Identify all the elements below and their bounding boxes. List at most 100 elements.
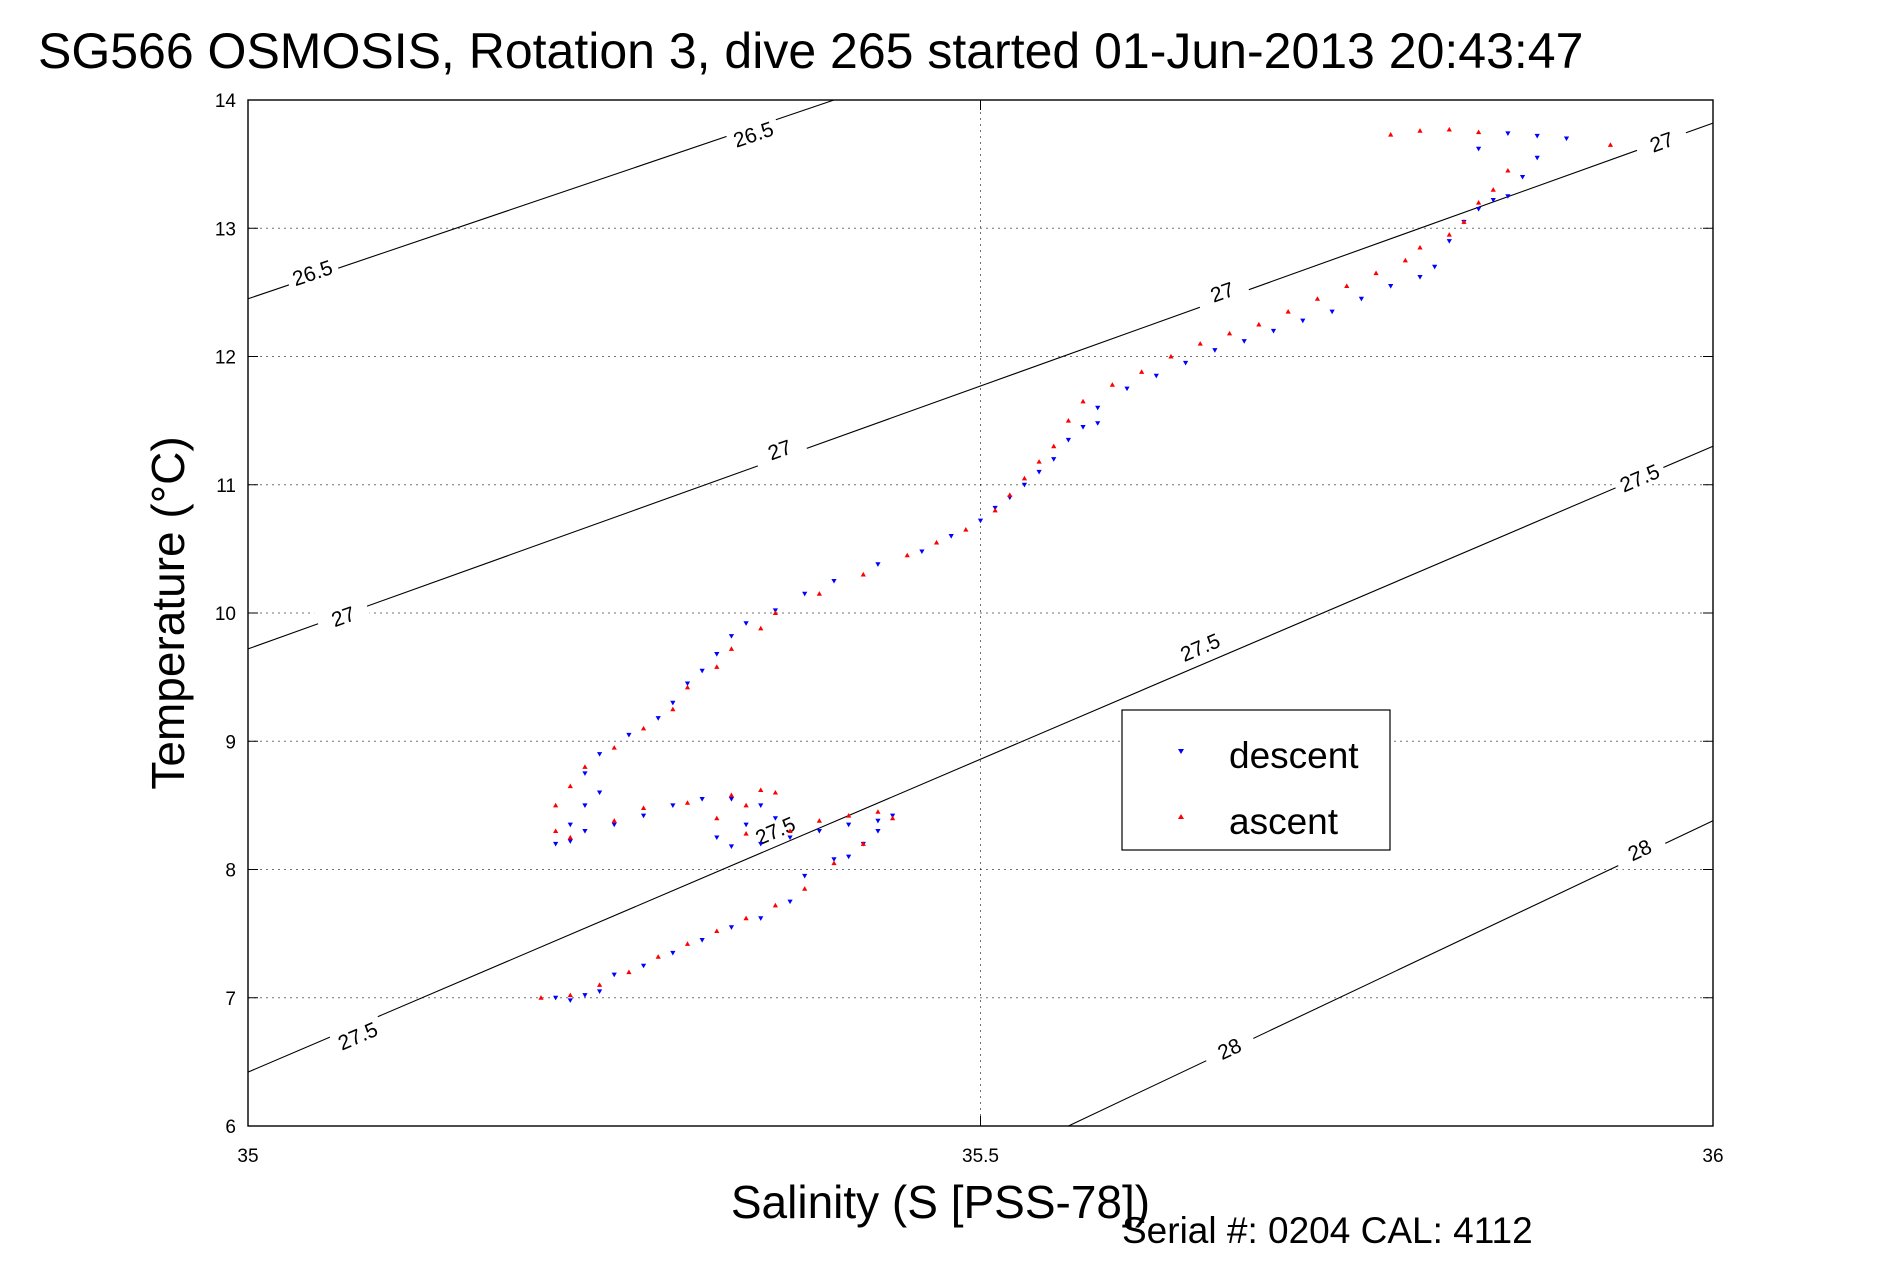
ascent-point bbox=[802, 886, 808, 891]
ascent-point bbox=[1446, 126, 1452, 132]
legend-descent-marker bbox=[1178, 749, 1184, 754]
descent-point bbox=[597, 989, 603, 994]
ascent-point bbox=[1285, 309, 1291, 314]
ascent-point bbox=[728, 646, 735, 651]
descent-point bbox=[758, 841, 764, 847]
chart-title: SG566 OSMOSIS, Rotation 3, dive 265 star… bbox=[38, 23, 1583, 79]
ascent-point bbox=[743, 802, 749, 808]
ascent-point bbox=[1168, 353, 1174, 359]
descent-point bbox=[1329, 309, 1335, 315]
descent-point bbox=[728, 634, 735, 639]
ascent-point bbox=[1036, 459, 1042, 464]
descent-point bbox=[699, 796, 705, 802]
descent-point bbox=[714, 652, 720, 657]
y-tick-label: 9 bbox=[225, 732, 236, 753]
descent-point bbox=[728, 796, 735, 802]
ascent-point bbox=[626, 969, 632, 975]
descent-point bbox=[802, 873, 808, 879]
ascent-point bbox=[684, 941, 691, 946]
ascent-point bbox=[567, 834, 573, 840]
ascent-point bbox=[1080, 398, 1086, 404]
descent-point bbox=[772, 816, 778, 821]
ascent-point bbox=[714, 815, 720, 821]
descent-point bbox=[640, 963, 647, 969]
descent-point bbox=[567, 998, 573, 1003]
ascent-point bbox=[758, 787, 764, 792]
legend-ascent-label: ascent bbox=[1229, 801, 1339, 842]
y-tick-label: 13 bbox=[215, 219, 236, 240]
contour-label-background bbox=[328, 1013, 386, 1056]
ascent-point bbox=[582, 764, 588, 769]
contour-label-background bbox=[1200, 1025, 1258, 1070]
ascent-point bbox=[1490, 187, 1496, 192]
isopycnal-line bbox=[247, 445, 1714, 1073]
contour-label-background bbox=[724, 113, 782, 153]
descent-point bbox=[728, 844, 735, 850]
ascent-point bbox=[890, 815, 896, 821]
axis-ticks: 35 35.5 36 6 7 8 9 10 11 12 13 14 bbox=[215, 91, 1724, 1167]
ascent-point bbox=[1505, 167, 1511, 173]
ascent-point bbox=[1109, 382, 1115, 387]
ascent-point bbox=[933, 539, 940, 545]
descent-point bbox=[919, 549, 925, 555]
descent-point bbox=[875, 562, 881, 567]
descent-point bbox=[1241, 339, 1247, 344]
legend-descent-label: descent bbox=[1229, 735, 1359, 776]
descent-point bbox=[758, 916, 764, 921]
descent-point bbox=[582, 829, 588, 834]
descent-point bbox=[640, 813, 647, 819]
descent-point bbox=[875, 818, 881, 824]
y-tick-label: 14 bbox=[215, 91, 237, 112]
legend: descent ascent bbox=[1121, 709, 1391, 851]
descent-point bbox=[1036, 469, 1042, 475]
descent-point bbox=[1080, 425, 1086, 430]
descent-point bbox=[1065, 437, 1071, 443]
x-tick-label: 35.5 bbox=[962, 1146, 999, 1167]
descent-point bbox=[831, 857, 837, 862]
ascent-point bbox=[758, 625, 764, 631]
legend-ascent-marker bbox=[1178, 814, 1184, 819]
ascent-point bbox=[611, 745, 617, 750]
descent-point bbox=[1021, 482, 1028, 488]
contour-label-background bbox=[745, 807, 804, 851]
descent-point bbox=[699, 938, 705, 943]
descent-point bbox=[1153, 373, 1159, 379]
ascent-point bbox=[1226, 330, 1233, 336]
ascent-point bbox=[772, 610, 778, 615]
series-ascent bbox=[538, 126, 1614, 1000]
descent-point bbox=[948, 534, 954, 539]
descent-point bbox=[846, 854, 852, 860]
descent-point bbox=[1124, 386, 1130, 392]
contour-label-background bbox=[1170, 624, 1229, 668]
descent-point bbox=[553, 995, 559, 1001]
contour-label-background bbox=[1632, 120, 1690, 161]
contour-label-background bbox=[750, 428, 808, 469]
descent-point bbox=[1490, 198, 1496, 203]
descent-point bbox=[758, 803, 764, 808]
ascent-point bbox=[1476, 200, 1482, 205]
ascent-point bbox=[538, 995, 544, 1000]
descent-point bbox=[597, 752, 603, 757]
serial-cal-footer: Serial #: 0204 CAL: 4112 bbox=[1122, 1210, 1533, 1251]
ascent-point bbox=[743, 915, 749, 921]
y-axis-label: Temperature (°C) bbox=[142, 436, 194, 789]
descent-point bbox=[1051, 457, 1057, 462]
ascent-point bbox=[860, 571, 866, 577]
contour-label-background bbox=[283, 251, 341, 291]
y-tick-label: 10 bbox=[215, 604, 236, 625]
descent-point bbox=[875, 829, 881, 834]
ascent-point bbox=[904, 552, 910, 558]
descent-point bbox=[1095, 421, 1101, 426]
descent-point bbox=[1476, 207, 1482, 212]
ascent-point bbox=[640, 805, 647, 810]
descent-point bbox=[1534, 155, 1540, 161]
ascent-point bbox=[1197, 341, 1203, 346]
ascent-point bbox=[1051, 443, 1057, 449]
isopycnal-line bbox=[247, 122, 1714, 650]
descent-point bbox=[1388, 283, 1394, 289]
descent-point bbox=[1563, 136, 1570, 142]
y-tick-label: 12 bbox=[215, 348, 236, 369]
descent-point bbox=[787, 835, 793, 841]
